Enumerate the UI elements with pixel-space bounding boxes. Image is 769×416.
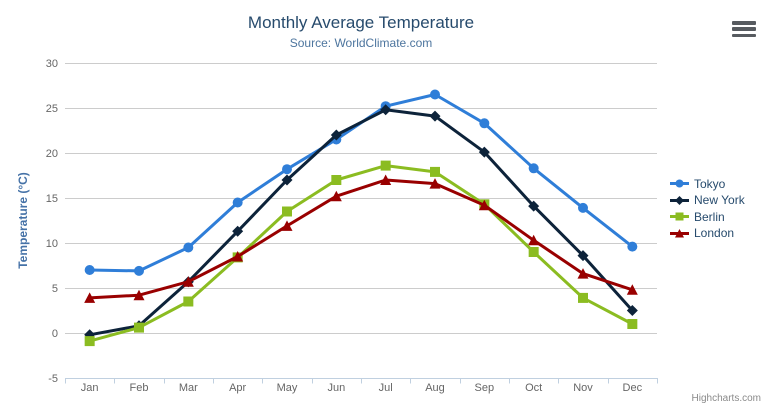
y-axis-label: 20 [46,148,58,160]
y-axis-label: 10 [46,238,58,250]
legend-marker-berlin-icon [675,212,684,221]
legend-item-berlin[interactable]: Berlin [670,209,745,224]
export-menu-button[interactable] [731,20,757,38]
x-axis-label: Jan [81,382,99,394]
y-axis-label: 5 [52,283,58,295]
series-line-new-york[interactable] [88,108,634,337]
series-marker-london[interactable] [577,268,589,279]
x-axis-label: Apr [229,382,246,394]
legend-symbol [670,212,689,221]
x-axis-label: Aug [425,382,445,394]
series-marker-london[interactable] [84,292,96,303]
series-marker-london[interactable] [182,276,194,287]
chart-subtitle: Source: WorldClimate.com [289,36,433,50]
x-axis-label: Sep [475,382,495,394]
x-axis-label: Feb [130,382,149,394]
x-axis-label: Oct [525,382,542,394]
series-new-york [84,104,638,341]
series-marker-london[interactable] [133,289,145,301]
series-marker-tokyo[interactable] [578,202,588,213]
series-tokyo [84,89,638,276]
series-marker-tokyo[interactable] [430,89,440,100]
series-marker-new-york[interactable] [232,225,244,237]
x-axis-label: Nov [573,382,593,394]
legend-label: Tokyo [694,176,726,191]
series-marker-berlin[interactable] [134,322,144,333]
series-marker-london[interactable] [528,234,540,246]
credits-link[interactable]: Highcharts.com [691,393,761,404]
y-axis-label: 15 [46,193,58,205]
chart-title: Monthly Average Temperature [247,13,475,32]
series-marker-berlin[interactable] [84,336,95,347]
series-marker-tokyo[interactable] [183,242,194,253]
y-axis-label: -5 [48,373,58,385]
legend-marker-new-york-icon [675,195,684,205]
series-berlin [84,160,638,347]
y-axis-title: Temperature (°C) [16,172,30,269]
x-axis-label: May [277,382,298,394]
series-marker-berlin[interactable] [282,206,292,217]
series-marker-berlin[interactable] [380,160,391,171]
legend-label: London [694,226,735,240]
series-marker-new-york[interactable] [626,305,638,316]
series-line-berlin[interactable] [88,164,634,343]
legend-label: Berlin [694,209,725,224]
legend: Tokyo New York Berlin London [670,177,745,243]
y-axis-label: 30 [46,58,58,70]
legend-symbol [670,179,689,188]
series-marker-new-york[interactable] [429,110,441,122]
legend-marker-london-icon [675,228,684,237]
legend-label: New York [694,193,745,207]
series-marker-london[interactable] [232,251,244,262]
y-axis-label: 25 [46,103,58,115]
series-marker-tokyo[interactable] [84,265,95,275]
series-marker-london[interactable] [330,190,342,202]
series-marker-berlin[interactable] [578,292,588,303]
series-marker-berlin[interactable] [430,166,440,177]
x-axis-label: Jul [379,382,393,394]
legend-item-london[interactable]: London [670,226,745,240]
series-marker-new-york[interactable] [380,104,392,116]
series-marker-london[interactable] [380,174,392,186]
legend-item-tokyo[interactable]: Tokyo [670,176,745,191]
series-marker-new-york[interactable] [330,129,342,141]
series-line-london[interactable] [88,178,634,300]
series-marker-tokyo[interactable] [479,118,490,129]
series-marker-new-york[interactable] [577,250,589,262]
series-marker-london[interactable] [429,178,441,189]
legend-marker-tokyo-icon [675,179,684,188]
series-marker-london[interactable] [281,220,293,231]
series-marker-tokyo[interactable] [134,265,144,276]
series-marker-tokyo[interactable] [528,163,539,174]
y-axis-label: 0 [52,328,58,340]
legend-symbol [670,195,689,205]
series-marker-new-york[interactable] [528,200,540,212]
series-marker-berlin[interactable] [331,175,342,185]
series-marker-tokyo[interactable] [627,241,638,252]
series-marker-tokyo[interactable] [282,164,292,175]
x-axis-label: Jun [327,382,345,394]
series-london [84,174,638,303]
series-marker-tokyo[interactable] [232,197,243,208]
series-marker-new-york[interactable] [478,146,490,158]
series-marker-berlin[interactable] [627,319,638,329]
series-marker-new-york[interactable] [281,174,293,186]
series-marker-london[interactable] [478,199,490,211]
series-marker-berlin[interactable] [183,296,194,307]
legend-symbol [670,228,689,237]
series-marker-london[interactable] [626,284,638,295]
x-axis-label: Dec [623,382,643,394]
series-marker-berlin[interactable] [528,247,539,257]
legend-item-new-york[interactable]: New York [670,193,745,207]
x-axis-label: Mar [179,382,198,394]
